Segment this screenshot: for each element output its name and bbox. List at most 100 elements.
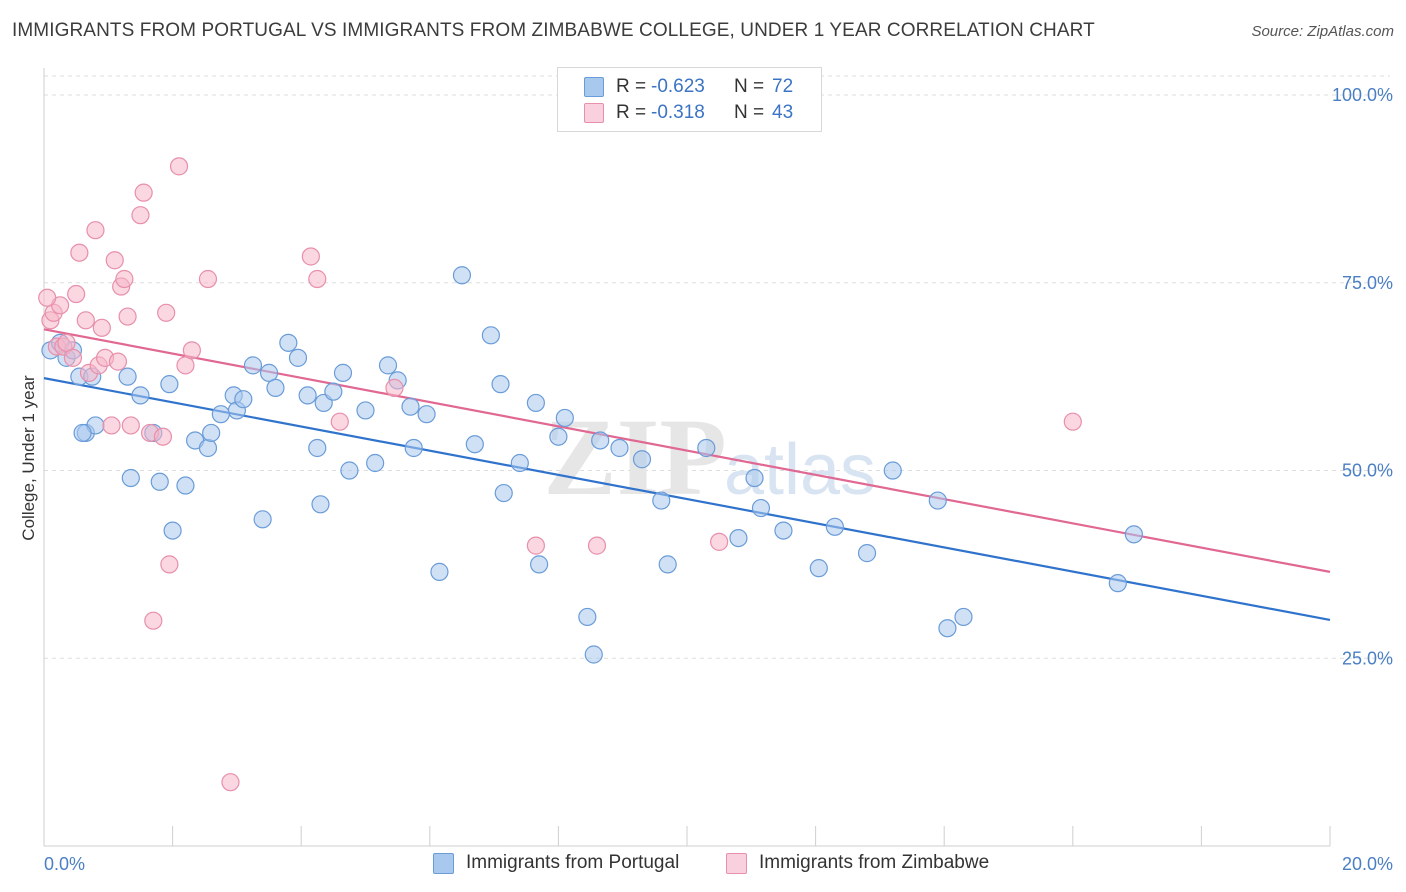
zimbabwe-point (86, 221, 105, 240)
zimbabwe-point (308, 269, 327, 289)
portugal-point (118, 367, 137, 386)
portugal-point (378, 356, 398, 375)
portugal-legend-swatch (433, 852, 454, 874)
portugal-point (465, 435, 484, 454)
portugal-point (745, 468, 764, 488)
zimbabwe-point (115, 269, 134, 289)
y-tick-labels: 25.0% 50.0% 75.0% 100.0% (1332, 85, 1393, 668)
chart-title: IMMIGRANTS FROM PORTUGAL VS IMMIGRANTS F… (12, 20, 1095, 41)
x-tick-labels: 0.0% 20.0% (44, 854, 1393, 874)
r-label: R = (616, 102, 647, 123)
zimbabwe-point (330, 412, 349, 431)
portugal-point (324, 382, 343, 401)
zimbabwe-point (1063, 412, 1082, 431)
portugal-point (259, 363, 279, 382)
portugal-point (1124, 525, 1143, 544)
zimbabwe-point (67, 284, 86, 304)
y-tick-label: 100.0% (1332, 85, 1393, 105)
portugal-point (163, 521, 182, 540)
portugal-point (652, 491, 671, 510)
n-label: N = (734, 102, 765, 123)
portugal-point (366, 453, 385, 473)
portugal-point (857, 544, 877, 563)
r-value: -0.318 (651, 102, 705, 123)
zimbabwe-swatch (584, 103, 604, 123)
portugal-point (1108, 574, 1127, 593)
x-tick-label-max: 20.0% (1342, 854, 1393, 874)
zimbabwe-point (121, 416, 140, 435)
portugal-point (751, 498, 771, 518)
portugal-point (883, 461, 902, 480)
portugal-point (452, 266, 472, 285)
portugal-point (584, 645, 603, 664)
zimbabwe-point (198, 269, 218, 289)
zimbabwe-point (176, 356, 195, 375)
zimbabwe-point (63, 348, 83, 367)
portugal-point (430, 562, 449, 581)
portugal-point (610, 438, 629, 458)
portugal-point (591, 431, 610, 450)
portugal-point (121, 468, 140, 488)
portugal-point (160, 375, 179, 394)
portugal-point (333, 363, 353, 382)
y-tick-label: 75.0% (1342, 273, 1393, 293)
zimbabwe-point (118, 307, 137, 326)
watermark: ZIP atlas (543, 396, 876, 518)
portugal-point (632, 450, 652, 469)
source-label: Source: ZipAtlas.com (1251, 23, 1394, 40)
portugal-point (809, 559, 828, 578)
y-axis-title: College, Under 1 year (19, 375, 38, 541)
zimbabwe-point (160, 555, 179, 574)
zimbabwe-point (134, 183, 153, 202)
legend-label-zimbabwe: Immigrants from Zimbabwe (759, 852, 990, 873)
zimbabwe-point (526, 536, 545, 555)
portugal-point (481, 326, 500, 345)
portugal-point (825, 517, 844, 536)
portugal-point (401, 397, 420, 416)
zimbabwe-point (182, 341, 201, 360)
portugal-swatch (584, 77, 604, 97)
zimbabwe-point (144, 611, 163, 630)
portugal-point (73, 423, 92, 443)
portugal-point (578, 607, 597, 627)
portugal-point (279, 333, 298, 352)
zimbabwe-point (38, 288, 57, 307)
zimbabwe-point (169, 157, 189, 176)
legend-label-portugal: Immigrants from Portugal (466, 852, 680, 873)
portugal-point (404, 438, 423, 458)
zimbabwe-point (710, 532, 729, 551)
data-points (38, 157, 1143, 792)
portugal-point (526, 393, 545, 413)
r-value: -0.623 (651, 76, 705, 97)
portugal-point (266, 378, 285, 398)
zimbabwe-point (92, 318, 111, 337)
portugal-point (298, 386, 317, 405)
n-value: 72 (772, 76, 794, 97)
zimbabwe-point (301, 247, 320, 266)
x-tick-label-min: 0.0% (44, 854, 85, 874)
portugal-point (494, 483, 513, 503)
portugal-point (202, 423, 221, 443)
legend-item-portugal[interactable]: Immigrants from Portugal (433, 852, 679, 874)
zimbabwe-point (221, 773, 240, 792)
portugal-point (510, 453, 529, 473)
portugal-point (198, 438, 218, 458)
y-tick-label: 25.0% (1342, 648, 1393, 668)
portugal-point (150, 472, 169, 491)
zimbabwe-point (385, 378, 404, 398)
portugal-point (308, 438, 327, 458)
portugal-point (243, 356, 263, 375)
portugal-point (340, 461, 359, 480)
zimbabwe-point (108, 352, 128, 371)
portugal-point (356, 401, 375, 420)
zimbabwe-point (131, 206, 150, 225)
portugal-point (555, 408, 574, 428)
portugal-point (234, 390, 253, 409)
legend-item-zimbabwe[interactable]: Immigrants from Zimbabwe (726, 852, 989, 874)
zimbabwe-point (153, 427, 173, 446)
portugal-point (729, 528, 748, 548)
portugal-point (131, 386, 150, 405)
portugal-point (176, 476, 195, 495)
watermark-atlas: atlas (724, 430, 876, 510)
zimbabwe-point (70, 243, 89, 262)
